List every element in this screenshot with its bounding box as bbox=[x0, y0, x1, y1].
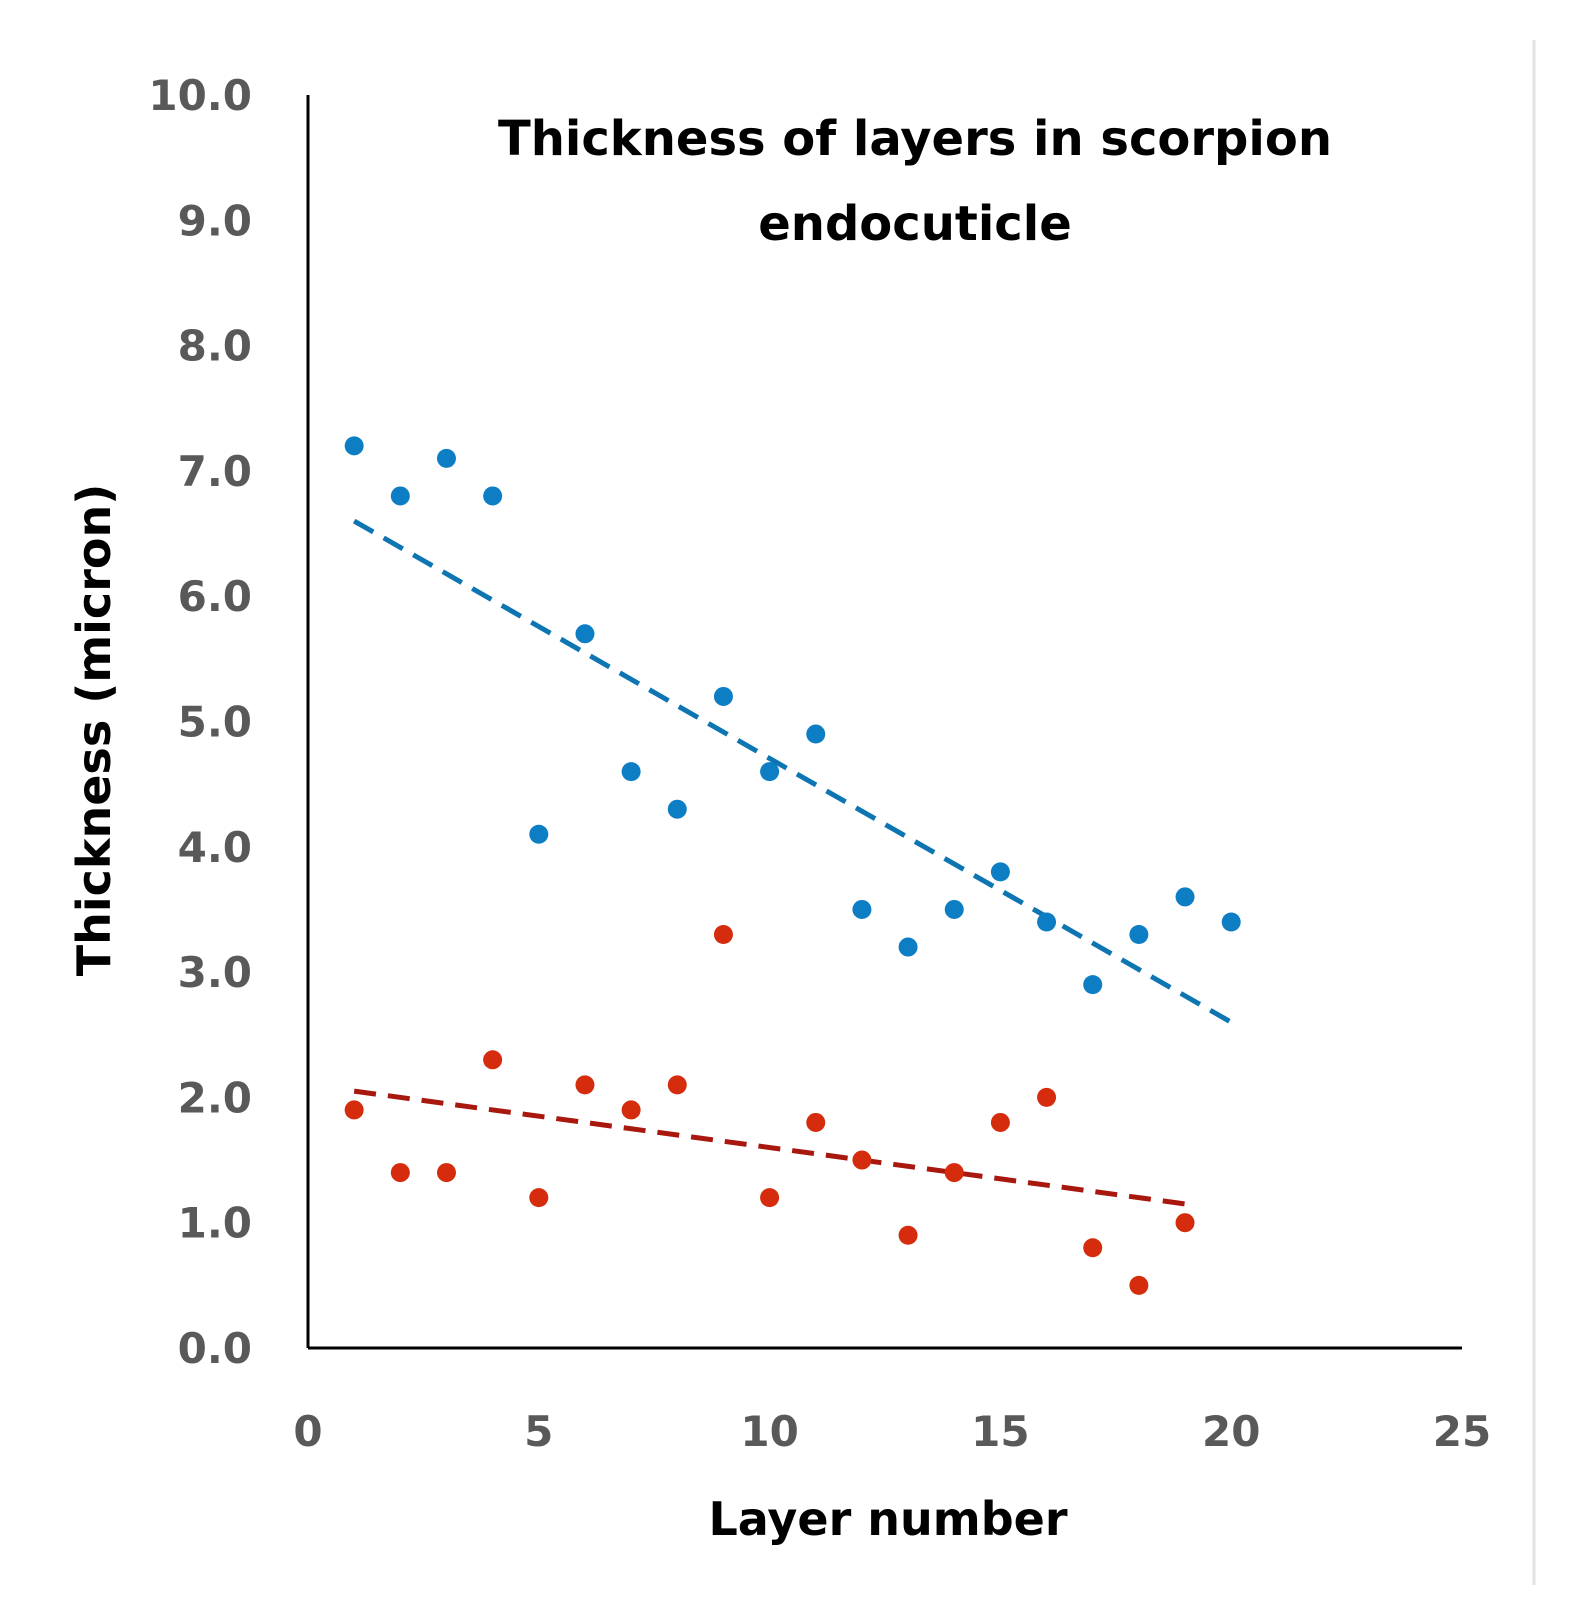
data-point-series-1 bbox=[1083, 975, 1103, 995]
y-tick-label: 4.0 bbox=[178, 823, 252, 872]
x-tick-label: 15 bbox=[971, 1407, 1029, 1456]
data-point-series-2 bbox=[344, 1100, 364, 1120]
data-point-series-1 bbox=[483, 486, 503, 506]
data-point-series-1 bbox=[898, 937, 918, 957]
data-point-series-2 bbox=[667, 1075, 687, 1095]
data-point-series-2 bbox=[529, 1188, 549, 1208]
data-point-series-2 bbox=[898, 1225, 918, 1245]
data-point-series-1 bbox=[944, 899, 964, 919]
data-point-series-1 bbox=[713, 686, 733, 706]
data-point-series-1 bbox=[621, 762, 641, 782]
trendlines bbox=[352, 518, 1233, 1207]
data-point-series-2 bbox=[852, 1150, 872, 1170]
data-point-series-1 bbox=[760, 762, 780, 782]
data-point-series-1 bbox=[852, 899, 872, 919]
y-tick-label: 10.0 bbox=[148, 71, 252, 120]
x-axis-title: Layer number bbox=[708, 1492, 1067, 1546]
data-point-series-1 bbox=[575, 624, 595, 644]
y-axis-tick-labels: 0.0 1.0 2.0 3.0 4.0 5.0 6.0 7.0 8.0 9.0 10.0 bbox=[148, 71, 252, 1373]
data-point-series-1 bbox=[806, 724, 826, 744]
y-tick-label: 8.0 bbox=[178, 322, 252, 371]
data-point-series-2 bbox=[575, 1075, 595, 1095]
data-point-series-2 bbox=[483, 1050, 503, 1070]
chart-title-line-2: endocuticle bbox=[758, 196, 1072, 252]
data-point-series-1 bbox=[529, 824, 549, 844]
data-point-series-2 bbox=[1083, 1238, 1103, 1258]
y-tick-label: 0.0 bbox=[178, 1324, 252, 1373]
data-point-series-2 bbox=[806, 1112, 826, 1132]
y-axis-title: Thickness (micron) bbox=[67, 484, 121, 977]
data-point-series-2 bbox=[436, 1163, 456, 1183]
data-point-series-1 bbox=[990, 862, 1010, 882]
y-tick-label: 2.0 bbox=[178, 1073, 252, 1122]
data-point-series-1 bbox=[1129, 925, 1149, 945]
x-tick-label: 10 bbox=[740, 1407, 798, 1456]
y-tick-label: 9.0 bbox=[178, 196, 252, 245]
data-point-series-1 bbox=[667, 799, 687, 819]
data-point-series-1 bbox=[1037, 912, 1057, 932]
data-point-series-2 bbox=[944, 1163, 964, 1183]
data-point-series-1 bbox=[1175, 887, 1195, 907]
y-tick-label: 7.0 bbox=[178, 447, 252, 496]
data-point-series-2 bbox=[990, 1112, 1010, 1132]
trendline-series-2 bbox=[353, 1088, 1186, 1207]
data-points bbox=[344, 436, 1241, 1295]
x-axis-tick-labels: 0 5 10 15 20 25 bbox=[293, 1407, 1491, 1456]
data-point-series-1 bbox=[344, 436, 364, 456]
x-tick-label: 0 bbox=[293, 1407, 322, 1456]
x-tick-label: 5 bbox=[524, 1407, 553, 1456]
data-point-series-2 bbox=[1037, 1087, 1057, 1107]
data-point-series-1 bbox=[390, 486, 410, 506]
data-point-series-2 bbox=[1129, 1275, 1149, 1295]
data-point-series-1 bbox=[1221, 912, 1241, 932]
x-tick-label: 25 bbox=[1433, 1407, 1491, 1456]
y-tick-label: 1.0 bbox=[178, 1199, 252, 1248]
y-tick-label: 6.0 bbox=[178, 572, 252, 621]
chart-title-line-1: Thickness of layers in scorpion bbox=[498, 111, 1332, 167]
data-point-series-2 bbox=[1175, 1213, 1195, 1233]
data-point-series-2 bbox=[713, 925, 733, 945]
y-tick-label: 3.0 bbox=[178, 948, 252, 997]
data-point-series-2 bbox=[390, 1163, 410, 1183]
y-tick-label: 5.0 bbox=[178, 698, 252, 747]
data-point-series-1 bbox=[436, 448, 456, 468]
data-point-series-2 bbox=[760, 1188, 780, 1208]
data-point-series-2 bbox=[621, 1100, 641, 1120]
x-tick-label: 20 bbox=[1202, 1407, 1260, 1456]
